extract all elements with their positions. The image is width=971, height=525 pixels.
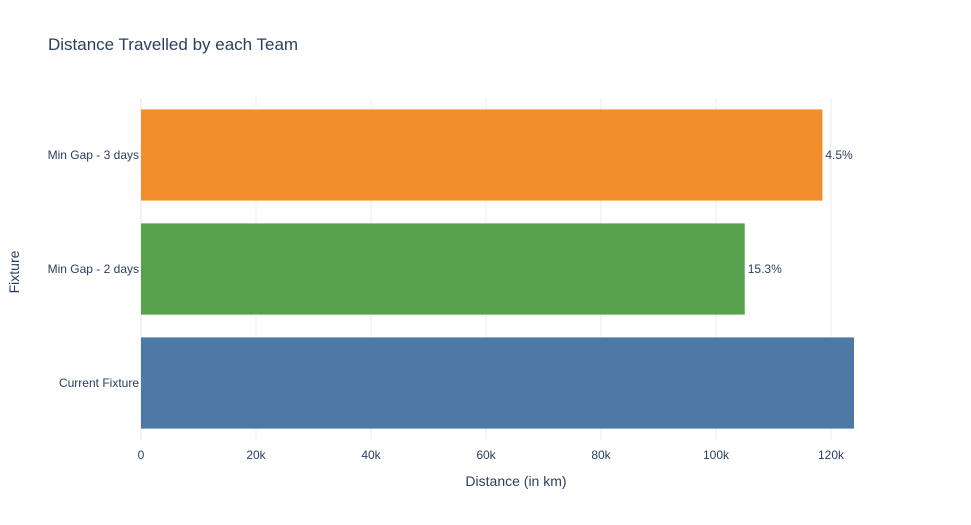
x-tick-label: 20k <box>246 448 266 462</box>
x-tick-label: 100k <box>703 448 730 462</box>
x-tick-label: 40k <box>361 448 381 462</box>
bar <box>141 337 854 429</box>
bar-data-label: 15.3% <box>748 262 782 276</box>
bar-data-label: 4.5% <box>825 148 853 162</box>
x-tick-label: 60k <box>476 448 496 462</box>
x-tick-label: 80k <box>591 448 611 462</box>
x-axis-ticks: 0 20k 40k 60k 80k 100k 120k <box>138 448 845 462</box>
x-tick-label: 0 <box>138 448 145 462</box>
y-tick-label: Min Gap - 2 days <box>48 262 139 276</box>
y-tick-label: Current Fixture <box>59 376 139 390</box>
x-axis-title: Distance (in km) <box>465 473 566 489</box>
chart-title: Distance Travelled by each Team <box>48 35 298 54</box>
y-tick-label: Min Gap - 3 days <box>48 148 139 162</box>
x-tick-label: 120k <box>818 448 845 462</box>
y-axis-ticks: Current Fixture Min Gap - 2 days Min Gap -… <box>48 148 140 390</box>
bar <box>141 223 745 315</box>
bar <box>141 109 823 201</box>
bars: 15.3% 4.5% <box>141 109 854 429</box>
y-axis-title: Fixture <box>6 250 22 293</box>
